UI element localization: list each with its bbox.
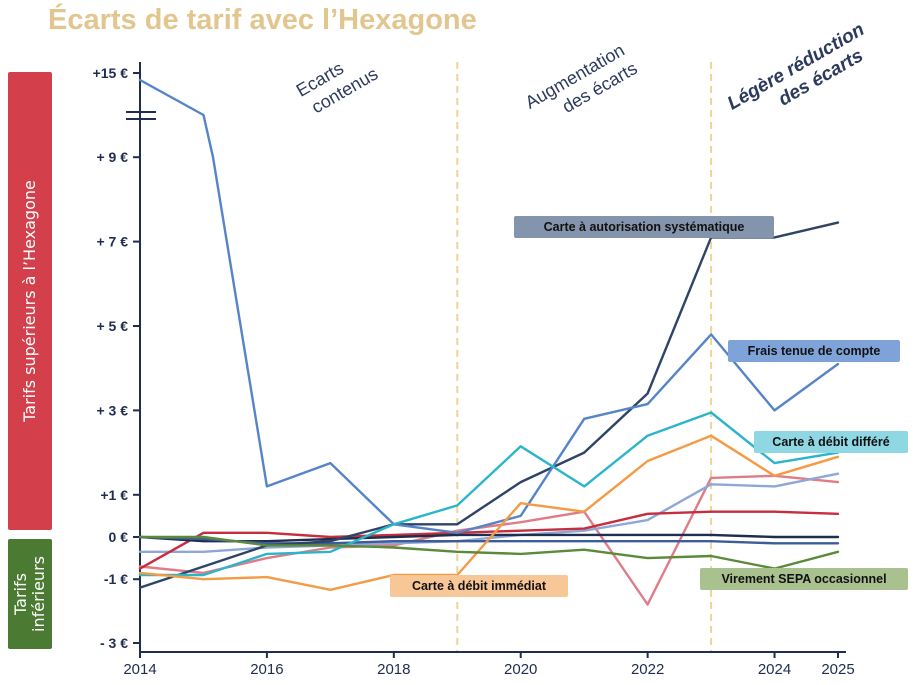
y-tick-label: + 7 €: [96, 234, 128, 250]
series-line-serie-bleue: [138, 535, 840, 545]
series-label-text: Carte à débit différé: [772, 435, 889, 449]
series-line-frais-tenue-de-compte: [138, 78, 840, 534]
series-label-bg: [700, 568, 908, 590]
x-tick-label: 2020: [504, 661, 537, 678]
lower-tariff-band: Tarifs inférieurs: [8, 539, 52, 649]
series-label-bg: [514, 216, 774, 238]
y-tick-label: + 3 €: [96, 402, 128, 418]
upper-tariff-band: Tarifs supérieurs à l’Hexagone: [8, 72, 52, 530]
series-label-bg: [390, 575, 568, 597]
y-tick-label: - 3 €: [100, 635, 128, 651]
y-tick-label: 0 €: [109, 529, 129, 545]
x-tick-label: 2022: [631, 661, 664, 678]
series-line-carte-a-debit-immediat: [138, 434, 840, 591]
x-tick-label: 2014: [123, 661, 156, 678]
y-tick-label: + 9 €: [96, 149, 128, 165]
series-label-bg: [754, 431, 908, 453]
series-line-serie-rouge: [138, 510, 840, 570]
series-label-text: Frais tenue de compte: [748, 344, 881, 358]
x-tick-label: 2025: [821, 661, 854, 678]
series-label-text: Carte à autorisation systématique: [544, 220, 745, 234]
series-label: Carte à débit immédiat: [390, 575, 568, 597]
series-line-serie-marine: [138, 533, 840, 543]
series-line-serie-rose: [138, 474, 840, 606]
y-tick-label: +1 €: [100, 487, 128, 503]
x-tick-label: 2018: [377, 661, 410, 678]
series-label: Carte à autorisation systématique: [514, 216, 774, 238]
series-label-text: Virement SEPA occasionnel: [721, 572, 886, 586]
series-label-text: Carte à débit immédiat: [412, 579, 547, 593]
series-label-bg: [728, 340, 900, 362]
series-line-virement-sepa-occasionnel: [138, 535, 840, 570]
y-tick-label: + 5 €: [96, 318, 128, 334]
x-tick-label: 2016: [250, 661, 283, 678]
x-tick-label: 2024: [758, 661, 791, 678]
series-label: Virement SEPA occasionnel: [700, 568, 908, 590]
y-tick-label: -1 €: [104, 571, 128, 587]
series-line-carte-a-debit-differe: [138, 411, 840, 577]
y-tick-label: +15 €: [93, 65, 129, 81]
series-label: Carte à débit différé: [754, 431, 908, 453]
series-label: Frais tenue de compte: [728, 340, 900, 362]
chart-title: Écarts de tarif avec l’Hexagone: [48, 4, 477, 36]
